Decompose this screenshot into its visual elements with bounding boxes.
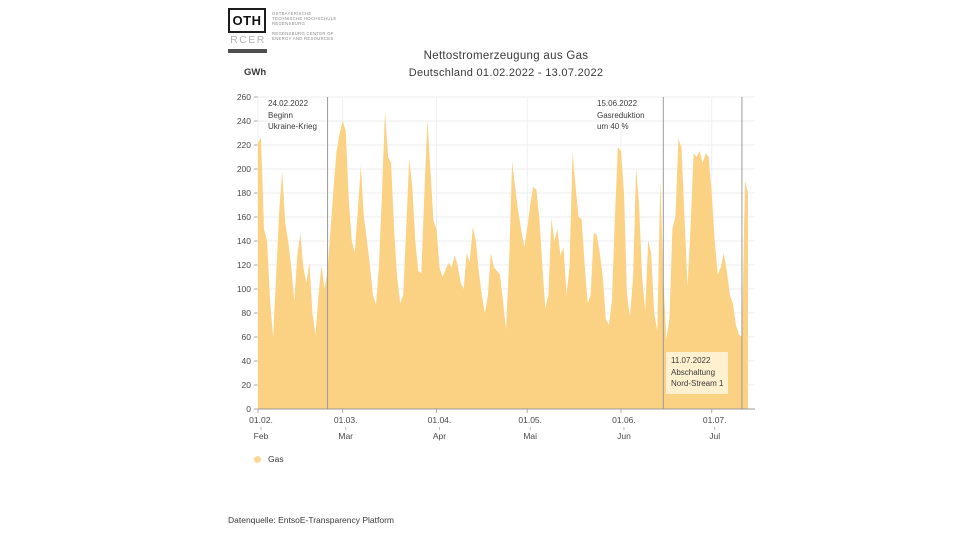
svg-text:140: 140 (237, 236, 251, 246)
data-source-note: Datenquelle: EntsoE-Transparency Platfor… (228, 515, 394, 525)
center-name: Regensburg Center of Energy and Resource… (272, 30, 334, 41)
svg-text:01.02.: 01.02. (249, 415, 273, 425)
chart-subtitle: Deutschland 01.02.2022 - 13.07.2022 (408, 67, 604, 79)
svg-text:260: 260 (237, 92, 251, 102)
svg-text:01.05.: 01.05. (518, 415, 542, 425)
svg-text:01.04.: 01.04. (428, 415, 452, 425)
svg-text:Mai: Mai (523, 431, 537, 441)
svg-text:Jun: Jun (617, 431, 631, 441)
svg-text:01.03.: 01.03. (334, 415, 358, 425)
institution-name: Ostbayerische Technische Hochschule Rege… (272, 11, 337, 27)
svg-text:220: 220 (237, 140, 251, 150)
y-axis-unit-label: GWh (244, 67, 267, 78)
gas-series-marker-icon (254, 455, 261, 463)
svg-text:200: 200 (237, 164, 251, 174)
legend-label-gas: Gas (268, 454, 284, 464)
annotation-gas-reduction: 15.06.2022 Gasreduktion um 40 % (597, 99, 645, 131)
svg-text:100: 100 (237, 284, 251, 294)
svg-text:40: 40 (242, 356, 252, 366)
svg-text:01.06.: 01.06. (612, 415, 636, 425)
logo-divider-bar (228, 49, 267, 53)
svg-text:160: 160 (237, 212, 251, 222)
oth-logo: OTH RCER (228, 8, 268, 53)
svg-text:Apr: Apr (433, 431, 446, 441)
svg-text:0: 0 (246, 404, 251, 414)
svg-text:60: 60 (242, 332, 252, 342)
chart-title: Nettostromerzeugung aus Gas (423, 50, 589, 62)
annotation-ukraine-war: 24.02.2022 Beginn Ukraine-Krieg (268, 99, 317, 131)
svg-text:80: 80 (242, 308, 252, 318)
svg-text:Feb: Feb (254, 431, 269, 441)
oth-logo-mark: OTH (228, 8, 266, 33)
logo-institution-text: Ostbayerische Technische Hochschule Rege… (272, 11, 336, 45)
svg-text:180: 180 (237, 188, 251, 198)
svg-text:120: 120 (237, 260, 251, 270)
svg-text:01.07.: 01.07. (703, 415, 727, 425)
legend: Gas (254, 454, 284, 464)
svg-text:Jul: Jul (709, 431, 720, 441)
chart-header: Nettostromerzeugung aus Gas Deutschland … (256, 50, 756, 79)
rcer-label: RCER (230, 34, 266, 46)
annotation-nord-stream-shutdown: 11.07.2022 Abschaltung Nord-Stream 1 (666, 352, 729, 394)
svg-text:20: 20 (242, 380, 252, 390)
svg-text:240: 240 (237, 116, 251, 126)
svg-text:Mar: Mar (338, 431, 353, 441)
